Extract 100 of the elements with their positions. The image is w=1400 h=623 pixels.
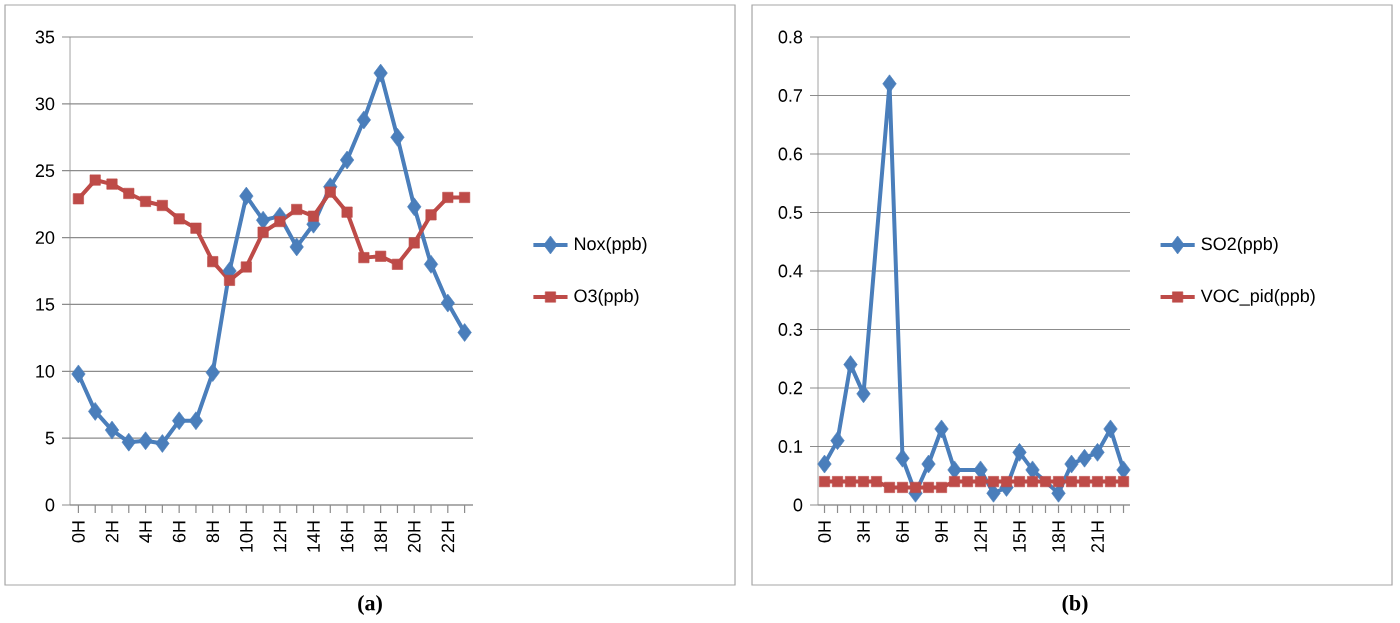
point	[897, 481, 909, 493]
point	[910, 481, 922, 493]
point	[442, 191, 454, 203]
point	[1118, 476, 1130, 488]
point	[240, 261, 252, 273]
point	[89, 174, 101, 186]
x-tick-label: 20H	[407, 521, 421, 553]
point	[949, 476, 961, 488]
legend-label: O3(ppb)	[574, 288, 639, 306]
legend-label: Nox(ppb)	[575, 236, 647, 254]
point	[1027, 476, 1039, 488]
point	[832, 476, 844, 488]
x-tick-label: 9H	[935, 521, 948, 543]
point	[921, 454, 936, 474]
point	[224, 274, 236, 286]
point	[962, 476, 974, 488]
point	[71, 364, 86, 384]
x-tick-label: 8H	[206, 521, 220, 543]
y-tick-label: 10	[36, 364, 55, 378]
point	[188, 411, 203, 431]
point	[936, 481, 948, 493]
y-tick-label: 0.2	[778, 381, 803, 395]
point	[106, 178, 118, 190]
x-tick-label: 16H	[340, 521, 354, 552]
point	[895, 448, 910, 468]
y-tick-label: 35	[35, 30, 55, 44]
point	[845, 476, 857, 488]
y-tick-label: 15	[36, 298, 55, 311]
point	[934, 419, 949, 439]
point	[1014, 476, 1026, 488]
x-tick-label: 18H	[1052, 521, 1065, 552]
y-tick-label: 0.3	[778, 323, 803, 336]
point	[358, 252, 370, 264]
legend-label: SO2(ppb)	[1201, 236, 1278, 254]
point	[289, 237, 304, 257]
point	[871, 476, 883, 488]
point	[408, 237, 420, 249]
x-tick-label: 6H	[896, 521, 909, 543]
point	[72, 193, 84, 205]
point	[88, 402, 103, 421]
point	[1079, 476, 1091, 488]
point	[239, 186, 254, 206]
x-tick-label: 21H	[1091, 521, 1104, 553]
x-tick-label: 14H	[307, 521, 320, 552]
point	[856, 384, 871, 404]
point	[104, 420, 120, 440]
point	[1090, 443, 1105, 462]
point	[884, 481, 896, 493]
y-tick-label: 0.6	[778, 147, 803, 161]
point	[843, 355, 858, 374]
point	[858, 476, 870, 488]
y-tick-label: 25	[35, 164, 55, 178]
x-tick-label: 6H	[172, 521, 186, 543]
point	[457, 323, 472, 342]
point	[830, 431, 845, 450]
x-tick-label: 15H	[1013, 521, 1026, 552]
y-tick-label: 5	[45, 431, 55, 445]
x-tick-label: 2H	[105, 521, 119, 543]
legend-label: VOC_pid(ppb)	[1200, 288, 1315, 306]
point	[975, 476, 987, 488]
point	[257, 226, 269, 238]
point	[121, 432, 136, 452]
point	[1066, 476, 1078, 488]
y-tick-label: 0.4	[778, 264, 803, 278]
x-tick-label: 4H	[139, 521, 152, 543]
point	[138, 431, 153, 451]
point	[207, 256, 219, 268]
point	[440, 293, 455, 313]
point	[1053, 476, 1065, 488]
point	[274, 216, 286, 228]
point	[307, 210, 319, 222]
point	[1051, 484, 1066, 503]
point	[819, 476, 831, 488]
text: (b)	[1062, 595, 1088, 615]
point	[459, 191, 471, 203]
x-tick-label: 0H	[818, 521, 831, 543]
point	[817, 454, 832, 474]
point	[1103, 419, 1118, 439]
y-tick-label: 0	[793, 498, 803, 512]
point	[423, 255, 439, 274]
point	[923, 481, 935, 493]
y-tick-label: 30	[35, 97, 55, 111]
x-tick-label: 3H	[857, 521, 870, 543]
y-tick-label: 0.7	[778, 89, 803, 102]
point	[391, 258, 403, 270]
y-tick-label: 20	[35, 231, 55, 244]
point	[882, 74, 897, 94]
point	[1077, 448, 1092, 468]
point	[407, 197, 422, 217]
x-tick-label: 18H	[374, 521, 388, 552]
point	[156, 199, 168, 211]
point	[1012, 443, 1027, 462]
point	[341, 206, 353, 218]
point	[988, 476, 1000, 488]
point	[1105, 476, 1117, 488]
point	[390, 127, 405, 147]
point	[1001, 476, 1013, 488]
point	[324, 186, 336, 198]
point	[375, 250, 387, 262]
point	[373, 63, 388, 83]
